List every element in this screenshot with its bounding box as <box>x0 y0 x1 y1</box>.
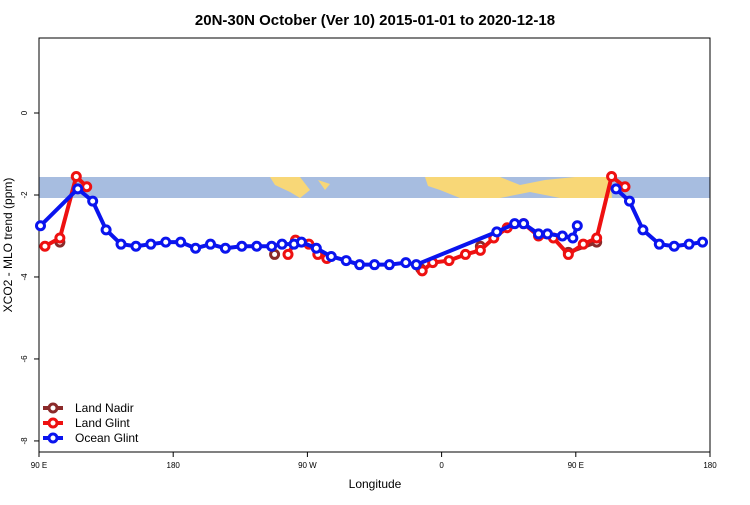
point <box>34 220 46 232</box>
point <box>491 226 503 238</box>
y-tick-label: -4 <box>20 273 29 281</box>
x-axis-label: Longitude <box>349 477 402 491</box>
point <box>266 240 278 252</box>
map-strip <box>39 177 710 198</box>
point <box>400 257 412 269</box>
point <box>340 255 352 267</box>
point <box>236 240 248 252</box>
point <box>474 244 486 256</box>
point <box>383 259 395 271</box>
point <box>619 181 631 193</box>
point <box>115 238 127 250</box>
point <box>295 236 307 248</box>
x-tick-label: 180 <box>703 461 717 470</box>
point <box>251 240 263 252</box>
point <box>443 255 455 267</box>
x-tick-label: 90 W <box>298 461 317 470</box>
point <box>509 218 521 230</box>
chart-title: 20N-30N October (Ver 10) 2015-01-01 to 2… <box>195 12 555 29</box>
point <box>571 220 583 232</box>
point <box>577 238 589 250</box>
point <box>100 224 112 236</box>
legend-marker <box>47 417 59 429</box>
series <box>34 183 709 271</box>
point <box>130 240 142 252</box>
point <box>39 240 51 252</box>
point <box>190 242 202 254</box>
point <box>410 259 422 271</box>
x-tick-label: 90 E <box>31 461 47 470</box>
point <box>653 238 665 250</box>
point <box>697 236 709 248</box>
point <box>459 248 471 260</box>
point <box>683 238 695 250</box>
point <box>81 181 93 193</box>
point <box>145 238 157 250</box>
point <box>354 259 366 271</box>
point <box>219 242 231 254</box>
point <box>623 195 635 207</box>
legend-label: Land Glint <box>75 416 130 430</box>
point <box>637 224 649 236</box>
x-tick-label: 0 <box>439 461 444 470</box>
x-tick-label: 180 <box>167 461 181 470</box>
point <box>204 238 216 250</box>
point <box>54 232 66 244</box>
plot-frame <box>38 37 711 453</box>
map-land <box>270 177 612 198</box>
legend-label: Land Nadir <box>75 401 134 415</box>
point <box>72 183 84 195</box>
point <box>276 238 288 250</box>
point <box>282 248 294 260</box>
point <box>87 195 99 207</box>
legend-marker <box>47 432 59 444</box>
point <box>567 232 579 244</box>
series-line <box>39 186 703 267</box>
x-tick-label: 90 E <box>568 461 584 470</box>
legend-marker <box>47 402 59 414</box>
point <box>416 265 428 277</box>
point <box>160 236 172 248</box>
point <box>668 240 680 252</box>
point <box>541 228 553 240</box>
point <box>556 230 568 242</box>
point <box>325 250 337 262</box>
y-tick-label: -8 <box>20 437 29 445</box>
legend-label: Ocean Glint <box>75 431 139 445</box>
point <box>310 242 322 254</box>
y-axis-label: XCO2 - MLO trend (ppm) <box>1 178 15 313</box>
point <box>562 248 574 260</box>
point <box>610 183 622 195</box>
point <box>70 171 82 183</box>
y-tick-label: -6 <box>20 355 29 363</box>
y-tick-label: -2 <box>20 191 29 199</box>
point <box>606 171 618 183</box>
point <box>533 228 545 240</box>
point <box>369 259 380 271</box>
point <box>518 218 530 230</box>
y-tick-label: 0 <box>20 110 29 115</box>
point <box>175 236 187 248</box>
point <box>591 232 603 244</box>
